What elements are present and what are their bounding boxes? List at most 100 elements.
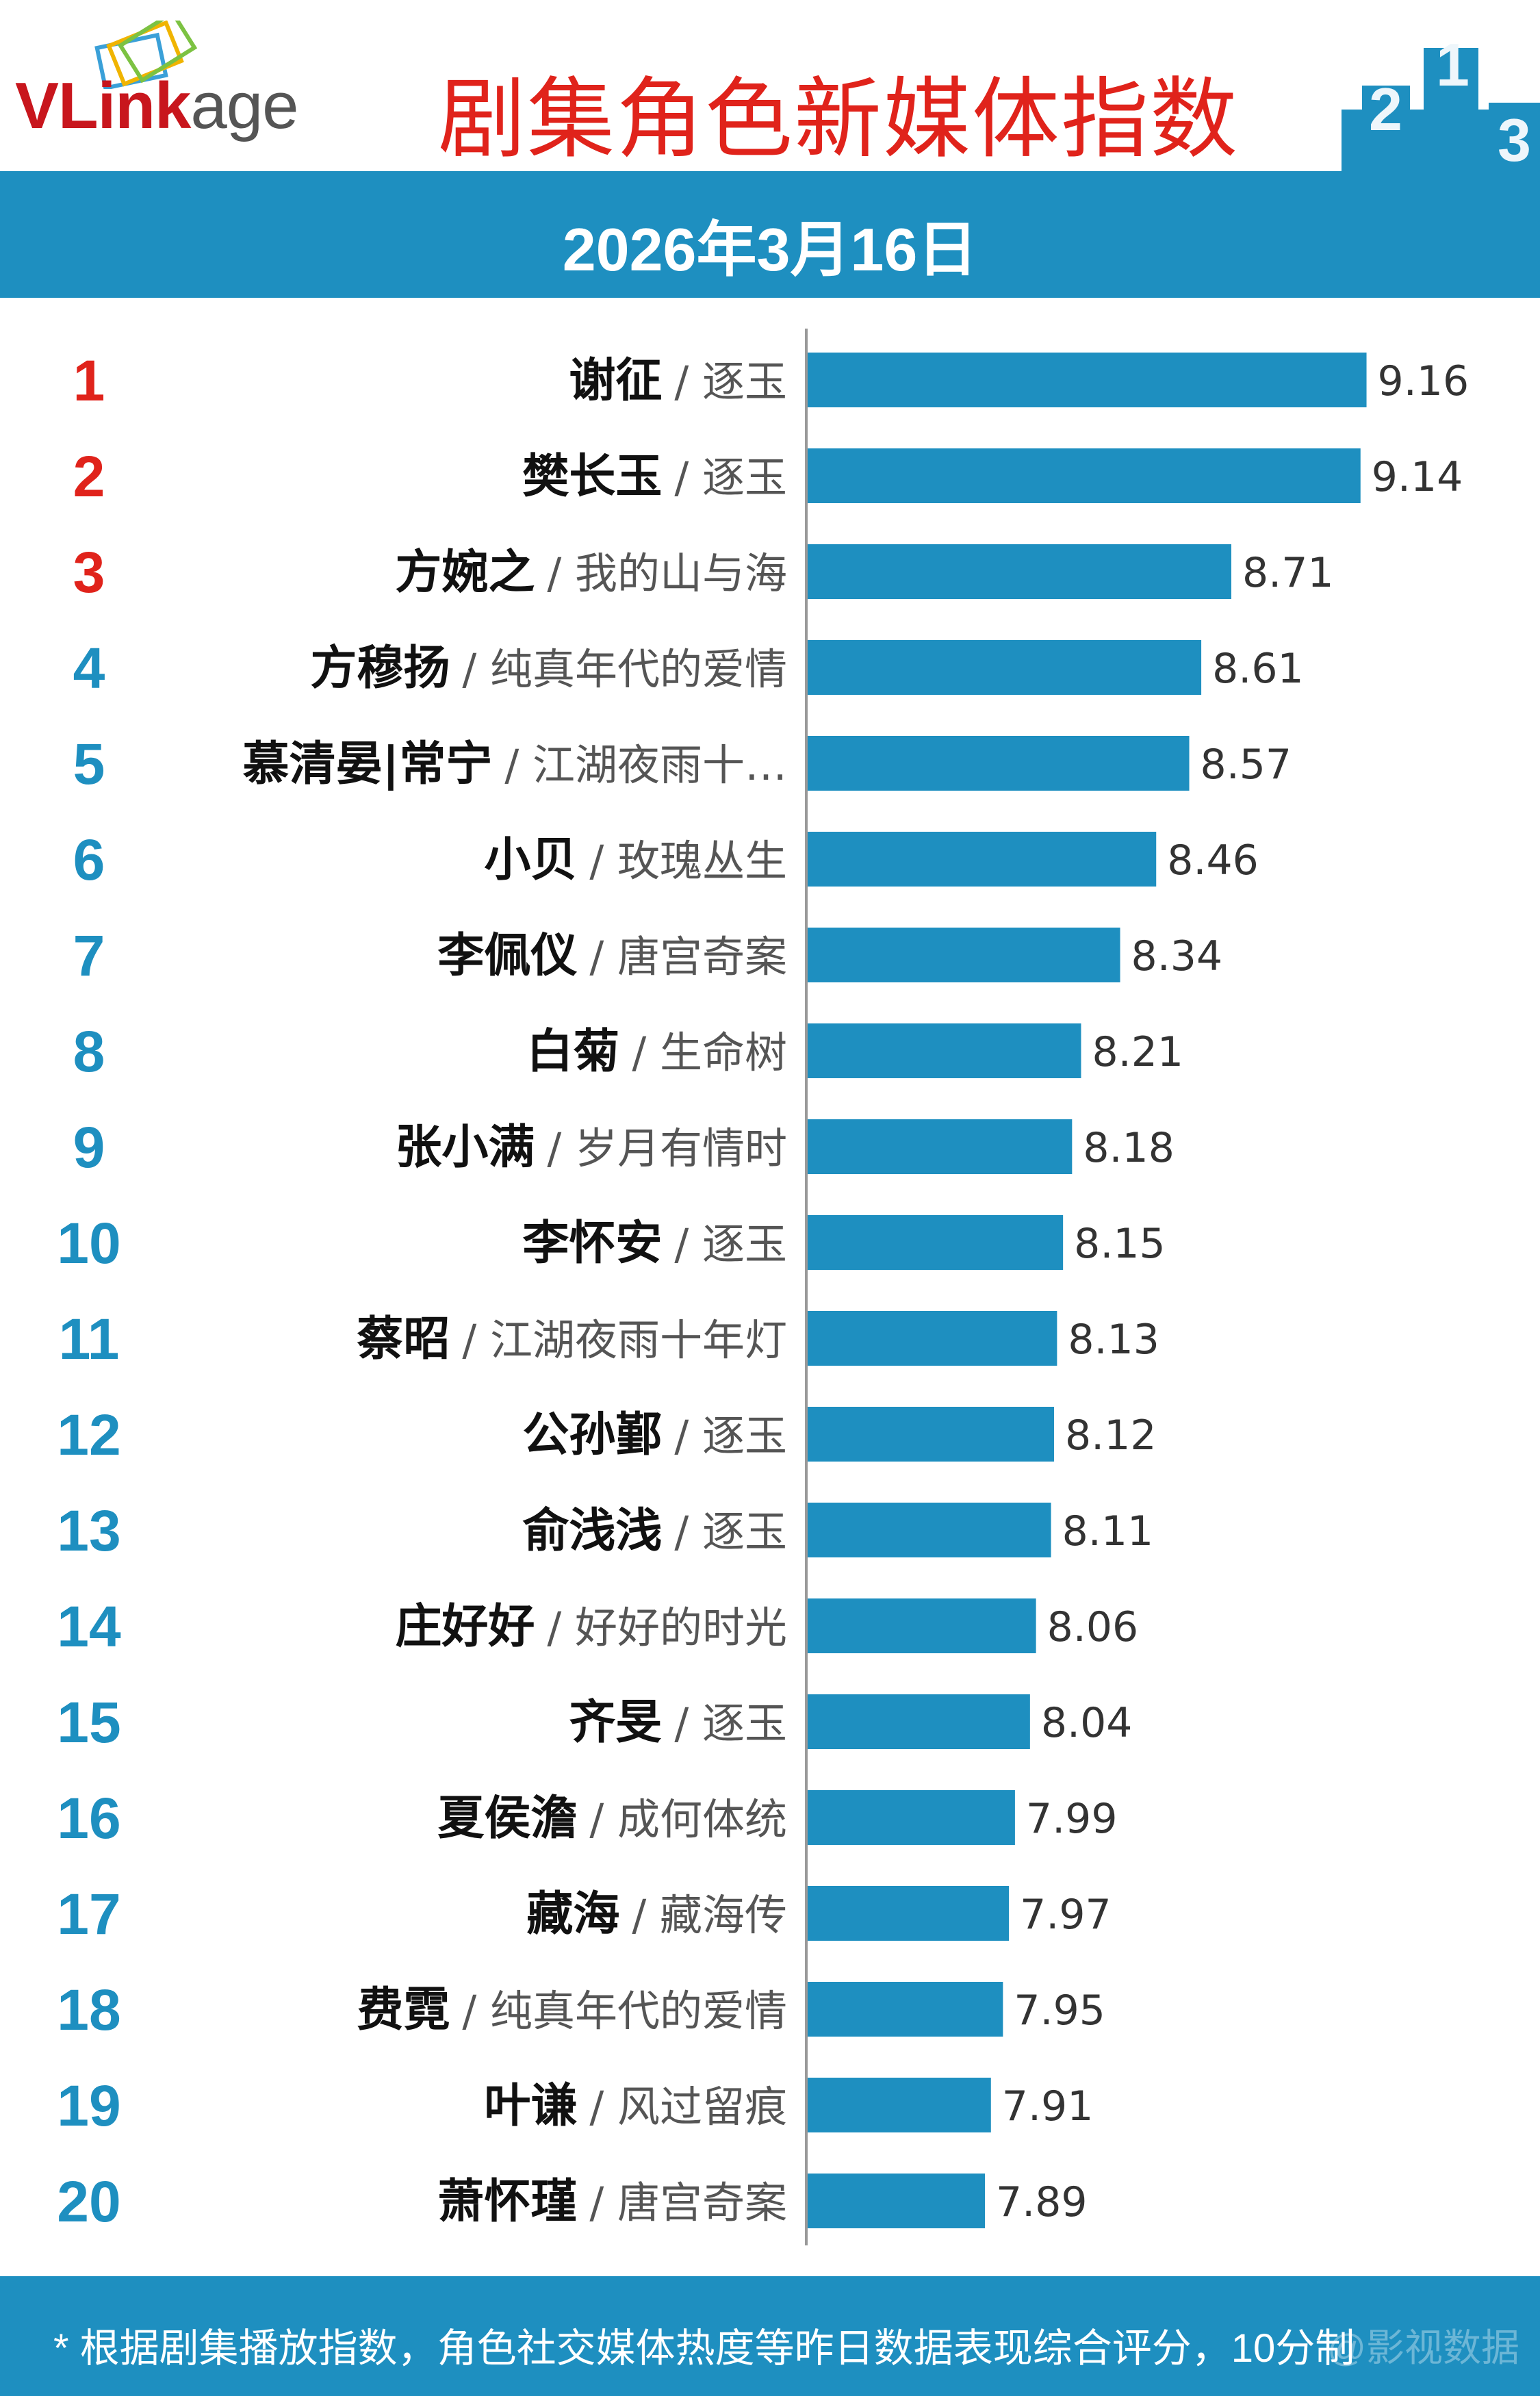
drama-name: / 江湖夜雨十年灯 (462, 1315, 787, 1365)
date-text: 2026年3月16日 (562, 216, 978, 283)
value-label: 8.12 (1065, 1412, 1157, 1460)
character-name: 夏侯澹 (437, 1792, 577, 1846)
character-name: 公孙鄞 (522, 1408, 662, 1462)
logo-brand-rest: age (190, 69, 298, 142)
header: VLinkage 剧集角色新媒体指数 2 1 3 (0, 0, 1540, 171)
character-name: 张小满 (395, 1121, 535, 1175)
logo-brand-red: VLink (15, 69, 191, 142)
bar (808, 1503, 1051, 1557)
podium-label-2: 2 (1369, 75, 1402, 143)
value-label: 8.04 (1041, 1699, 1133, 1747)
drama-name: / 逐玉 (674, 1411, 787, 1461)
character-name: 蔡昭 (357, 1312, 450, 1366)
character-name: 方婉之 (395, 546, 535, 600)
logo-cards-icon (94, 21, 198, 89)
value-label: 8.34 (1131, 932, 1223, 980)
row-label: 李佩仪 / 唐宫奇案 (437, 929, 787, 983)
drama-name: / 逐玉 (674, 1219, 787, 1269)
row-label: 白菊 / 生命树 (526, 1025, 787, 1079)
drama-name: / 逐玉 (674, 453, 787, 502)
character-name: 方穆扬 (310, 641, 450, 696)
row-label: 公孙鄞 / 逐玉 (522, 1408, 787, 1462)
date-bar: 2026年3月16日 (0, 171, 1540, 298)
row-label: 庄好好 / 好好的时光 (395, 1600, 787, 1654)
vlinkage-logo: VLinkage (15, 21, 344, 151)
bar (808, 448, 1361, 503)
bar (808, 1119, 1073, 1174)
value-label: 8.15 (1074, 1220, 1166, 1268)
bar (808, 1598, 1036, 1653)
drama-name: / 生命树 (632, 1028, 787, 1078)
page-title: 剧集角色新媒体指数 (438, 71, 1240, 168)
row-label: 蔡昭 / 江湖夜雨十年灯 (357, 1312, 787, 1366)
character-name: 藏海 (526, 1887, 619, 1941)
bar (808, 1023, 1081, 1078)
drama-name: / 成何体统 (589, 1794, 787, 1844)
value-label: 7.89 (996, 2178, 1088, 2226)
drama-name: / 逐玉 (674, 1507, 787, 1557)
bar (808, 1694, 1030, 1749)
value-label: 8.13 (1068, 1316, 1159, 1364)
character-name: 李佩仪 (437, 929, 577, 983)
row-label: 齐旻 / 逐玉 (569, 1696, 787, 1750)
value-label: 8.11 (1062, 1507, 1154, 1555)
rank-number: 17 (57, 1882, 120, 1946)
value-label: 7.95 (1014, 1987, 1105, 2035)
rank-number: 1 (73, 348, 105, 413)
drama-name: / 岁月有情时 (547, 1123, 787, 1173)
drama-name: / 纯真年代的爱情 (462, 644, 787, 694)
value-label: 7.91 (1002, 2082, 1094, 2130)
character-name: 齐旻 (569, 1696, 662, 1750)
row-label: 樊长玉 / 逐玉 (522, 450, 787, 504)
rank-number: 10 (57, 1211, 120, 1275)
value-label: 8.61 (1212, 645, 1304, 693)
drama-name: / 玫瑰丛生 (589, 836, 787, 886)
character-name: 谢征 (569, 354, 662, 408)
row-label: 慕清晏|常宁 / 江湖夜雨十… (243, 737, 787, 791)
value-label: 8.71 (1242, 549, 1334, 597)
bar (808, 1790, 1015, 1845)
value-label: 8.21 (1092, 1028, 1183, 1076)
rank-number: 20 (57, 2169, 120, 2234)
bar (808, 1311, 1057, 1366)
character-name: 俞浅浅 (522, 1504, 662, 1558)
bar (808, 736, 1190, 791)
character-name: 小贝 (484, 833, 577, 887)
rank-number: 8 (73, 1019, 105, 1084)
chart-rows: 1 谢征 / 逐玉 9.162 樊长玉 / 逐玉 9.143 方婉之 / 我的山与海 8.714 方… (57, 348, 1469, 2234)
rank-number: 14 (57, 1594, 121, 1659)
rank-number: 19 (57, 2074, 120, 2138)
rank-number: 3 (73, 540, 105, 604)
row-label: 李怀安 / 逐玉 (522, 1216, 787, 1271)
drama-name: / 风过留痕 (589, 2082, 787, 2132)
row-label: 谢征 / 逐玉 (569, 354, 787, 408)
bar (808, 832, 1157, 887)
bar (808, 1886, 1010, 1941)
bar (808, 544, 1231, 599)
rank-number: 16 (57, 1786, 120, 1850)
drama-name: / 好好的时光 (547, 1603, 787, 1653)
value-label: 9.14 (1372, 453, 1463, 501)
value-label: 8.18 (1083, 1124, 1175, 1172)
row-label: 藏海 / 藏海传 (526, 1887, 787, 1941)
character-name: 樊长玉 (522, 450, 662, 504)
rank-number: 9 (73, 1115, 105, 1180)
row-label: 叶谦 / 风过留痕 (484, 2079, 787, 2133)
logo-text: VLinkage (15, 68, 299, 144)
character-name: 费霓 (357, 1983, 450, 2037)
drama-name: / 我的山与海 (547, 548, 787, 598)
drama-name: / 藏海传 (632, 1890, 787, 1940)
value-label: 8.06 (1047, 1603, 1139, 1651)
row-label: 夏侯澹 / 成何体统 (437, 1792, 787, 1846)
row-label: 萧怀瑾 / 唐宫奇案 (437, 2175, 787, 2229)
podium-label-1: 1 (1436, 31, 1470, 99)
row-label: 方穆扬 / 纯真年代的爱情 (310, 641, 787, 696)
drama-name: / 逐玉 (674, 357, 787, 407)
value-label: 7.99 (1026, 1795, 1118, 1843)
value-label: 8.46 (1167, 837, 1259, 884)
rank-number: 18 (57, 1978, 120, 2042)
bar (808, 640, 1202, 695)
row-label: 小贝 / 玫瑰丛生 (484, 833, 787, 887)
rank-number: 13 (57, 1499, 120, 1563)
rank-number: 15 (57, 1690, 120, 1755)
